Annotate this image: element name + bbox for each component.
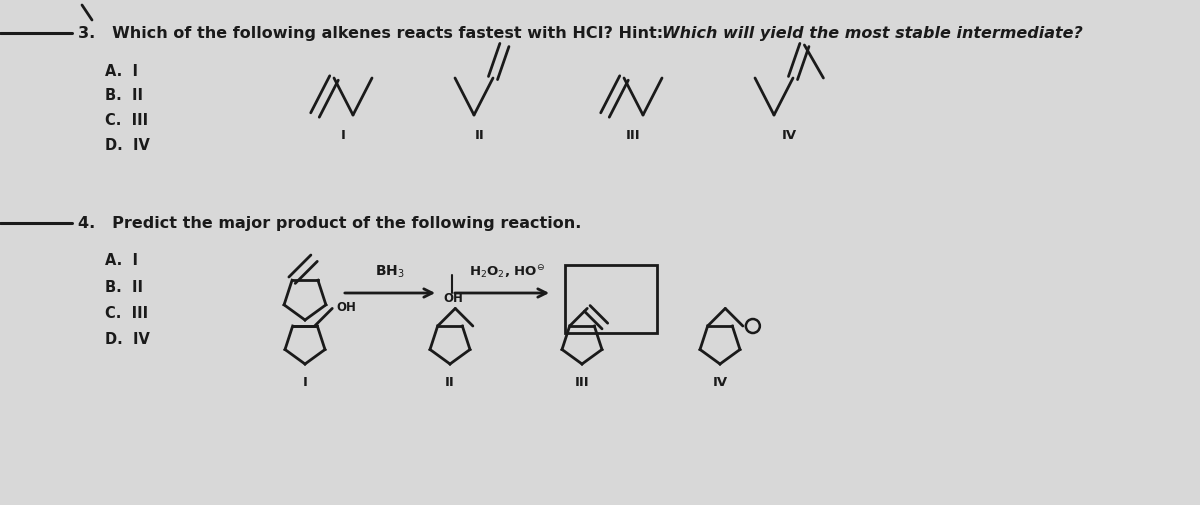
Text: Which will yield the most stable intermediate?: Which will yield the most stable interme… [662, 26, 1082, 41]
Text: II: II [475, 129, 485, 142]
Text: C.  III: C. III [106, 306, 148, 321]
Text: OH: OH [443, 292, 463, 305]
Text: III: III [626, 129, 641, 142]
Text: C.  III: C. III [106, 113, 148, 128]
Text: D.  IV: D. IV [106, 138, 150, 153]
Text: II: II [445, 376, 455, 389]
Text: 4.   Predict the major product of the following reaction.: 4. Predict the major product of the foll… [78, 216, 581, 231]
Text: H$_2$O$_2$, HO$^{\ominus}$: H$_2$O$_2$, HO$^{\ominus}$ [469, 263, 545, 280]
Text: OH: OH [336, 300, 356, 313]
Text: 3.   Which of the following alkenes reacts fastest with HCI? Hint:: 3. Which of the following alkenes reacts… [78, 26, 668, 41]
Text: BH$_3$: BH$_3$ [376, 263, 404, 280]
Text: A.  I: A. I [106, 253, 138, 268]
Text: III: III [575, 376, 589, 389]
Text: A.  I: A. I [106, 63, 138, 78]
Text: B.  II: B. II [106, 280, 143, 295]
Bar [565, 266, 658, 333]
Text: B.  II: B. II [106, 88, 143, 104]
Text: I: I [341, 129, 346, 142]
Text: IV: IV [713, 376, 727, 389]
Text: I: I [302, 376, 307, 389]
Text: IV: IV [781, 129, 797, 142]
Text: D.  IV: D. IV [106, 332, 150, 347]
